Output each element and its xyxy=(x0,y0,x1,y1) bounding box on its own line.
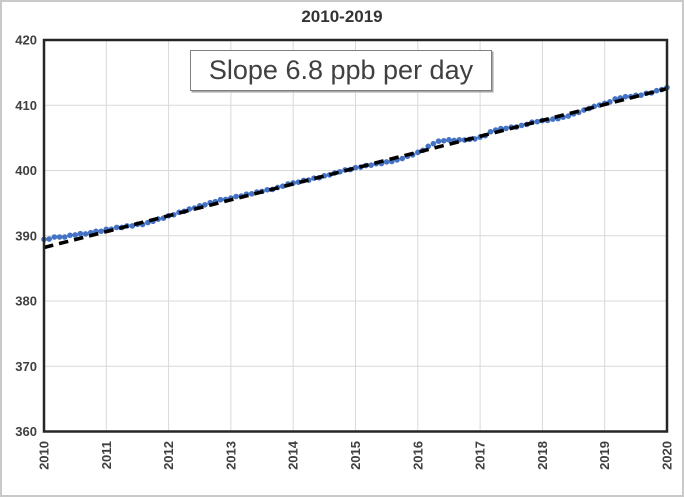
svg-text:380: 380 xyxy=(15,294,37,309)
y-axis-labels: 360 370 380 390 400 410 420 xyxy=(15,33,37,440)
svg-text:2014: 2014 xyxy=(286,440,301,470)
svg-text:2016: 2016 xyxy=(410,441,425,470)
svg-text:390: 390 xyxy=(15,228,37,243)
y-gridlines xyxy=(44,104,667,367)
svg-text:2019: 2019 xyxy=(597,441,612,470)
x-axis-labels: 2010 2011 2012 2013 2014 2015 2016 2017 2018 2019… xyxy=(37,440,675,470)
svg-text:370: 370 xyxy=(15,359,37,374)
svg-text:2011: 2011 xyxy=(99,441,114,469)
trend-line xyxy=(43,86,668,250)
svg-text:2015: 2015 xyxy=(348,441,363,470)
chart-title: 2010-2019 xyxy=(301,7,383,26)
slope-annotation-text: Slope 6.8 ppb per day xyxy=(208,55,474,85)
svg-text:400: 400 xyxy=(15,163,37,178)
svg-text:2010: 2010 xyxy=(37,441,52,470)
svg-text:410: 410 xyxy=(15,98,37,113)
slope-annotation-box: Slope 6.8 ppb per day xyxy=(190,50,492,91)
svg-text:420: 420 xyxy=(15,33,37,48)
svg-text:2020: 2020 xyxy=(660,441,675,470)
svg-text:2018: 2018 xyxy=(535,441,550,470)
svg-text:2017: 2017 xyxy=(473,441,488,470)
svg-text:2012: 2012 xyxy=(161,441,176,470)
plot-border xyxy=(42,38,669,433)
svg-text:2013: 2013 xyxy=(223,441,238,470)
svg-text:360: 360 xyxy=(15,424,37,439)
